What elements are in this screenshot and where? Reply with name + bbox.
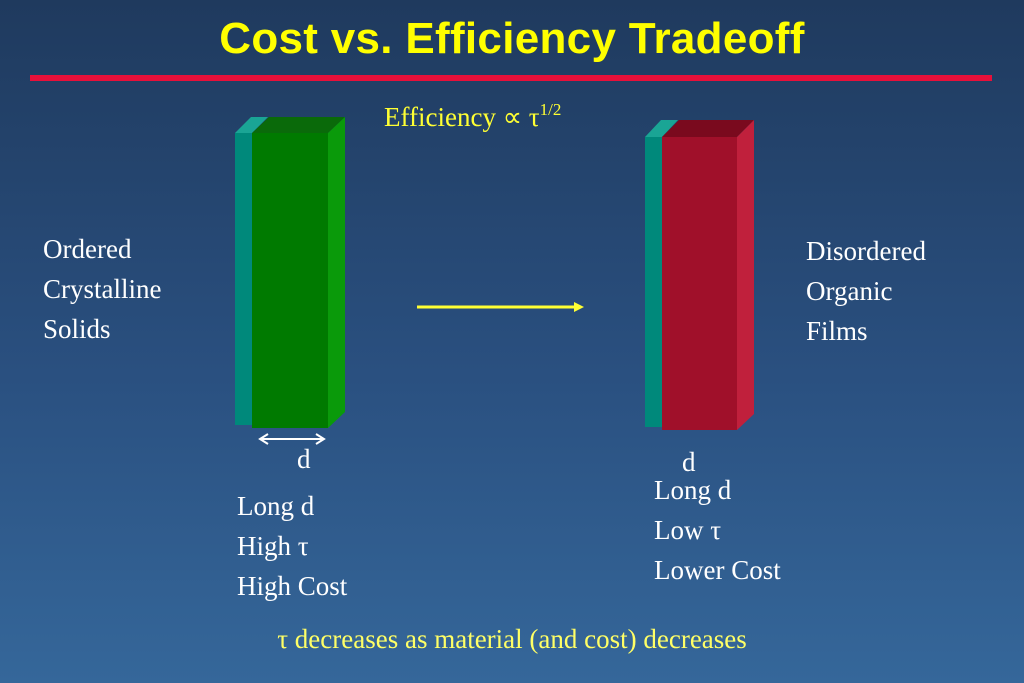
left-green-side bbox=[328, 117, 345, 428]
right-block bbox=[645, 120, 754, 430]
efficiency-prefix: Efficiency ∝ τ bbox=[384, 102, 540, 132]
right-properties: Long d Low τ Lower Cost bbox=[654, 470, 781, 590]
footer-note: τ decreases as material (and cost) decre… bbox=[277, 624, 747, 654]
left-dimension-arrow bbox=[258, 433, 326, 445]
right-label-line: Organic bbox=[806, 276, 893, 306]
transition-arrow bbox=[417, 302, 584, 312]
left-property: Long d bbox=[237, 491, 315, 521]
right-property: Lower Cost bbox=[654, 555, 781, 585]
right-crimson-top bbox=[662, 120, 754, 137]
right-teal-top bbox=[645, 120, 678, 137]
left-teal-layer bbox=[235, 133, 252, 425]
title-underline bbox=[30, 75, 992, 81]
left-block bbox=[235, 117, 345, 428]
efficiency-exponent: 1/2 bbox=[539, 100, 562, 119]
left-dimension-label: d bbox=[297, 444, 311, 474]
left-property: High Cost bbox=[237, 571, 348, 601]
right-dimension-label: d bbox=[682, 447, 696, 477]
right-property: Low τ bbox=[654, 515, 722, 545]
right-label-line: Disordered bbox=[806, 236, 926, 266]
right-label-line: Films bbox=[806, 316, 868, 346]
left-green-top bbox=[252, 117, 345, 133]
left-green-front bbox=[252, 133, 328, 428]
left-properties: Long d High τ High Cost bbox=[237, 486, 347, 606]
right-property: Long d bbox=[654, 475, 732, 505]
right-teal-layer bbox=[645, 137, 662, 427]
left-label-line: Solids bbox=[43, 314, 111, 344]
left-property: High τ bbox=[237, 531, 309, 561]
right-crimson-side bbox=[737, 120, 754, 430]
efficiency-formula: Efficiency ∝ τ1/2 bbox=[384, 100, 561, 133]
left-label-line: Ordered bbox=[43, 234, 132, 264]
right-material-label: Disordered Organic Films bbox=[806, 231, 926, 351]
page-title: Cost vs. Efficiency Tradeoff bbox=[219, 14, 805, 63]
left-teal-top bbox=[235, 117, 268, 133]
right-crimson-front bbox=[662, 137, 737, 430]
left-material-label: Ordered Crystalline Solids bbox=[43, 229, 161, 349]
left-label-line: Crystalline bbox=[43, 274, 162, 304]
